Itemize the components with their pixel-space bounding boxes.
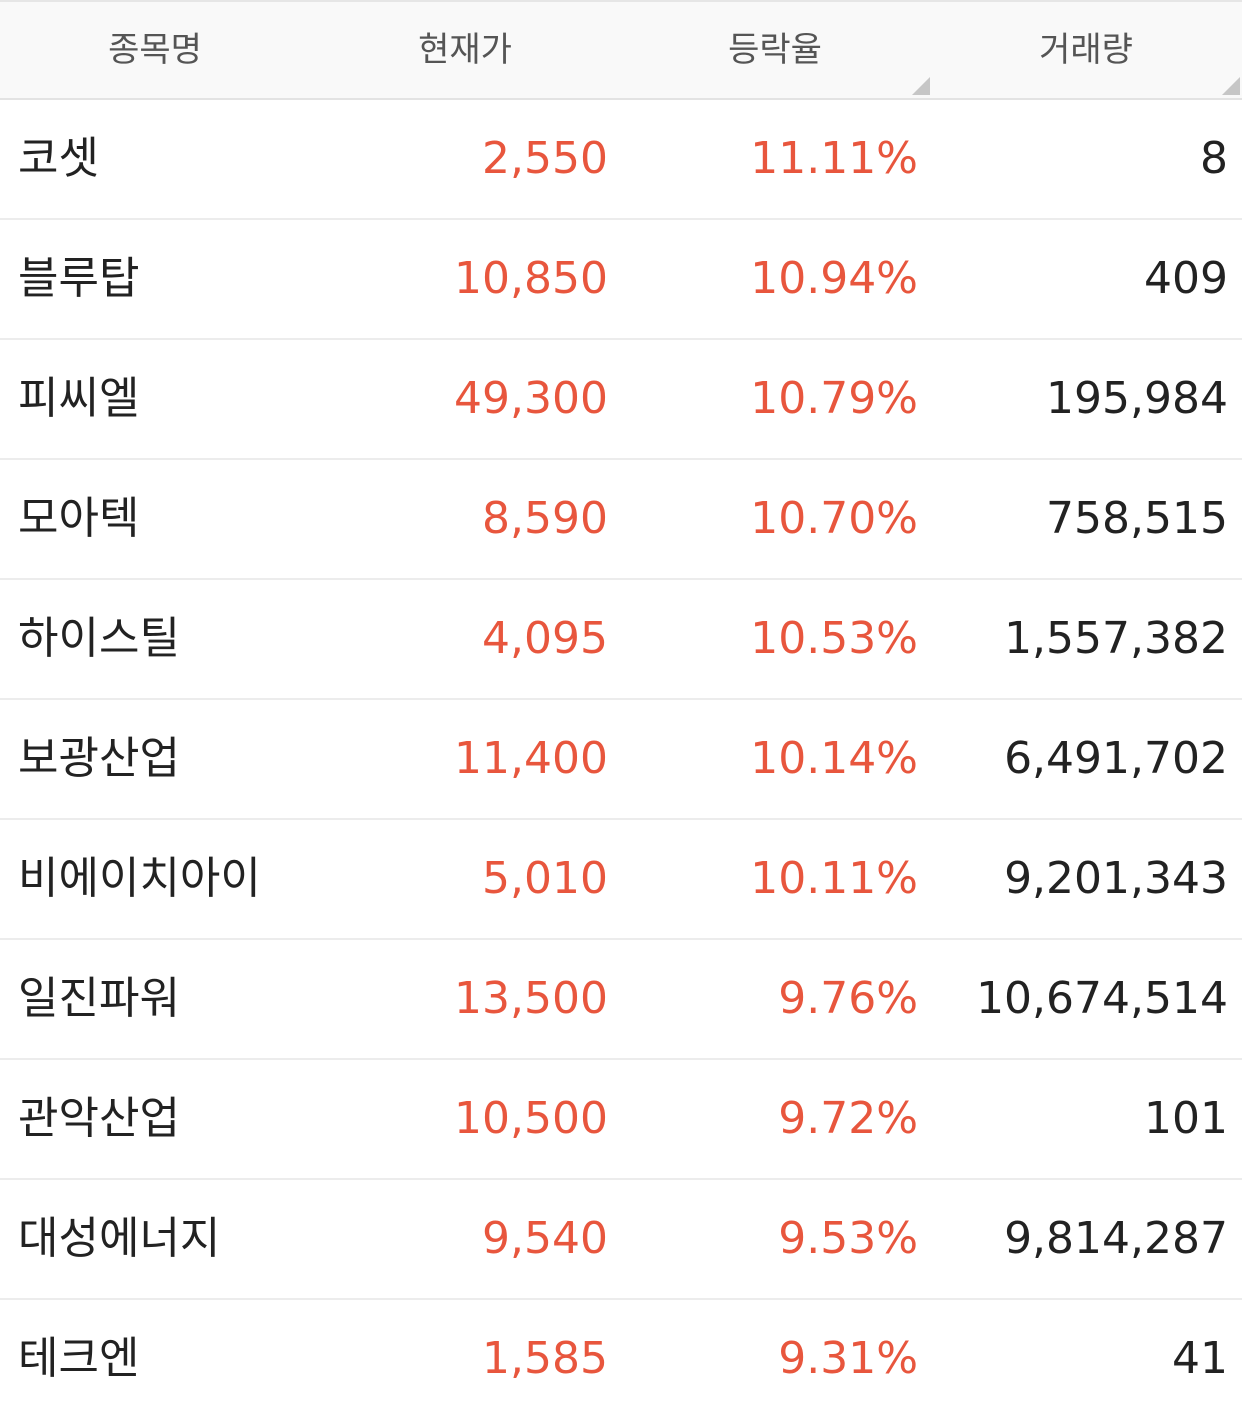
stock-name: 비에이치아이: [18, 853, 261, 904]
current-price: 4,095: [482, 613, 608, 664]
change-rate: 10.14%: [750, 733, 918, 784]
change-rate: 10.11%: [750, 853, 918, 904]
change-rate: 10.70%: [750, 493, 918, 544]
table-body: 코셋 2,550 11.11% 8 블루탑 10,850 10.94% 409 …: [0, 100, 1242, 1418]
trade-volume: 10,674,514: [976, 973, 1228, 1024]
table-row[interactable]: 블루탑 10,850 10.94% 409: [0, 220, 1242, 340]
column-header-rate[interactable]: 등락율: [728, 30, 822, 70]
stock-name: 하이스틸: [18, 613, 180, 664]
table-row[interactable]: 하이스틸 4,095 10.53% 1,557,382: [0, 580, 1242, 700]
trade-volume: 195,984: [1046, 373, 1228, 424]
stock-name: 블루탑: [18, 253, 140, 304]
trade-volume: 41: [1172, 1333, 1228, 1384]
stock-name: 테크엔: [18, 1333, 140, 1384]
trade-volume: 409: [1144, 253, 1228, 304]
table-header: 종목명 현재가 등락율 거래량: [0, 2, 1242, 100]
column-header-name[interactable]: 종목명: [108, 30, 202, 70]
stock-name: 대성에너지: [18, 1213, 221, 1264]
sort-indicator-icon[interactable]: [1222, 77, 1240, 95]
change-rate: 11.11%: [750, 133, 918, 184]
change-rate: 9.53%: [778, 1213, 918, 1264]
trade-volume: 9,201,343: [1004, 853, 1228, 904]
stock-name: 일진파워: [18, 973, 180, 1024]
current-price: 2,550: [482, 133, 608, 184]
current-price: 10,500: [454, 1093, 608, 1144]
table-row[interactable]: 보광산업 11,400 10.14% 6,491,702: [0, 700, 1242, 820]
change-rate: 9.31%: [778, 1333, 918, 1384]
trade-volume: 758,515: [1046, 493, 1228, 544]
trade-volume: 9,814,287: [1004, 1213, 1228, 1264]
current-price: 5,010: [482, 853, 608, 904]
column-header-volume[interactable]: 거래량: [1039, 30, 1133, 70]
table-row[interactable]: 일진파워 13,500 9.76% 10,674,514: [0, 940, 1242, 1060]
current-price: 13,500: [454, 973, 608, 1024]
table-row[interactable]: 피씨엘 49,300 10.79% 195,984: [0, 340, 1242, 460]
current-price: 1,585: [482, 1333, 608, 1384]
table-row[interactable]: 테크엔 1,585 9.31% 41: [0, 1300, 1242, 1418]
stock-name: 코셋: [18, 133, 99, 184]
stock-name: 관악산업: [18, 1093, 180, 1144]
table-row[interactable]: 비에이치아이 5,010 10.11% 9,201,343: [0, 820, 1242, 940]
table-row[interactable]: 대성에너지 9,540 9.53% 9,814,287: [0, 1180, 1242, 1300]
table-row[interactable]: 관악산업 10,500 9.72% 101: [0, 1060, 1242, 1180]
change-rate: 10.79%: [750, 373, 918, 424]
current-price: 9,540: [482, 1213, 608, 1264]
stock-name: 피씨엘: [18, 373, 140, 424]
change-rate: 9.72%: [778, 1093, 918, 1144]
trade-volume: 6,491,702: [1004, 733, 1228, 784]
trade-volume: 8: [1200, 133, 1228, 184]
table-row[interactable]: 모아텍 8,590 10.70% 758,515: [0, 460, 1242, 580]
change-rate: 10.94%: [750, 253, 918, 304]
trade-volume: 1,557,382: [1004, 613, 1228, 664]
current-price: 49,300: [454, 373, 608, 424]
current-price: 11,400: [454, 733, 608, 784]
table-row[interactable]: 코셋 2,550 11.11% 8: [0, 100, 1242, 220]
change-rate: 10.53%: [750, 613, 918, 664]
current-price: 8,590: [482, 493, 608, 544]
sort-indicator-icon[interactable]: [912, 77, 930, 95]
change-rate: 9.76%: [778, 973, 918, 1024]
column-header-price[interactable]: 현재가: [418, 30, 512, 70]
stock-name: 보광산업: [18, 733, 180, 784]
trade-volume: 101: [1144, 1093, 1228, 1144]
current-price: 10,850: [454, 253, 608, 304]
stock-name: 모아텍: [18, 493, 140, 544]
